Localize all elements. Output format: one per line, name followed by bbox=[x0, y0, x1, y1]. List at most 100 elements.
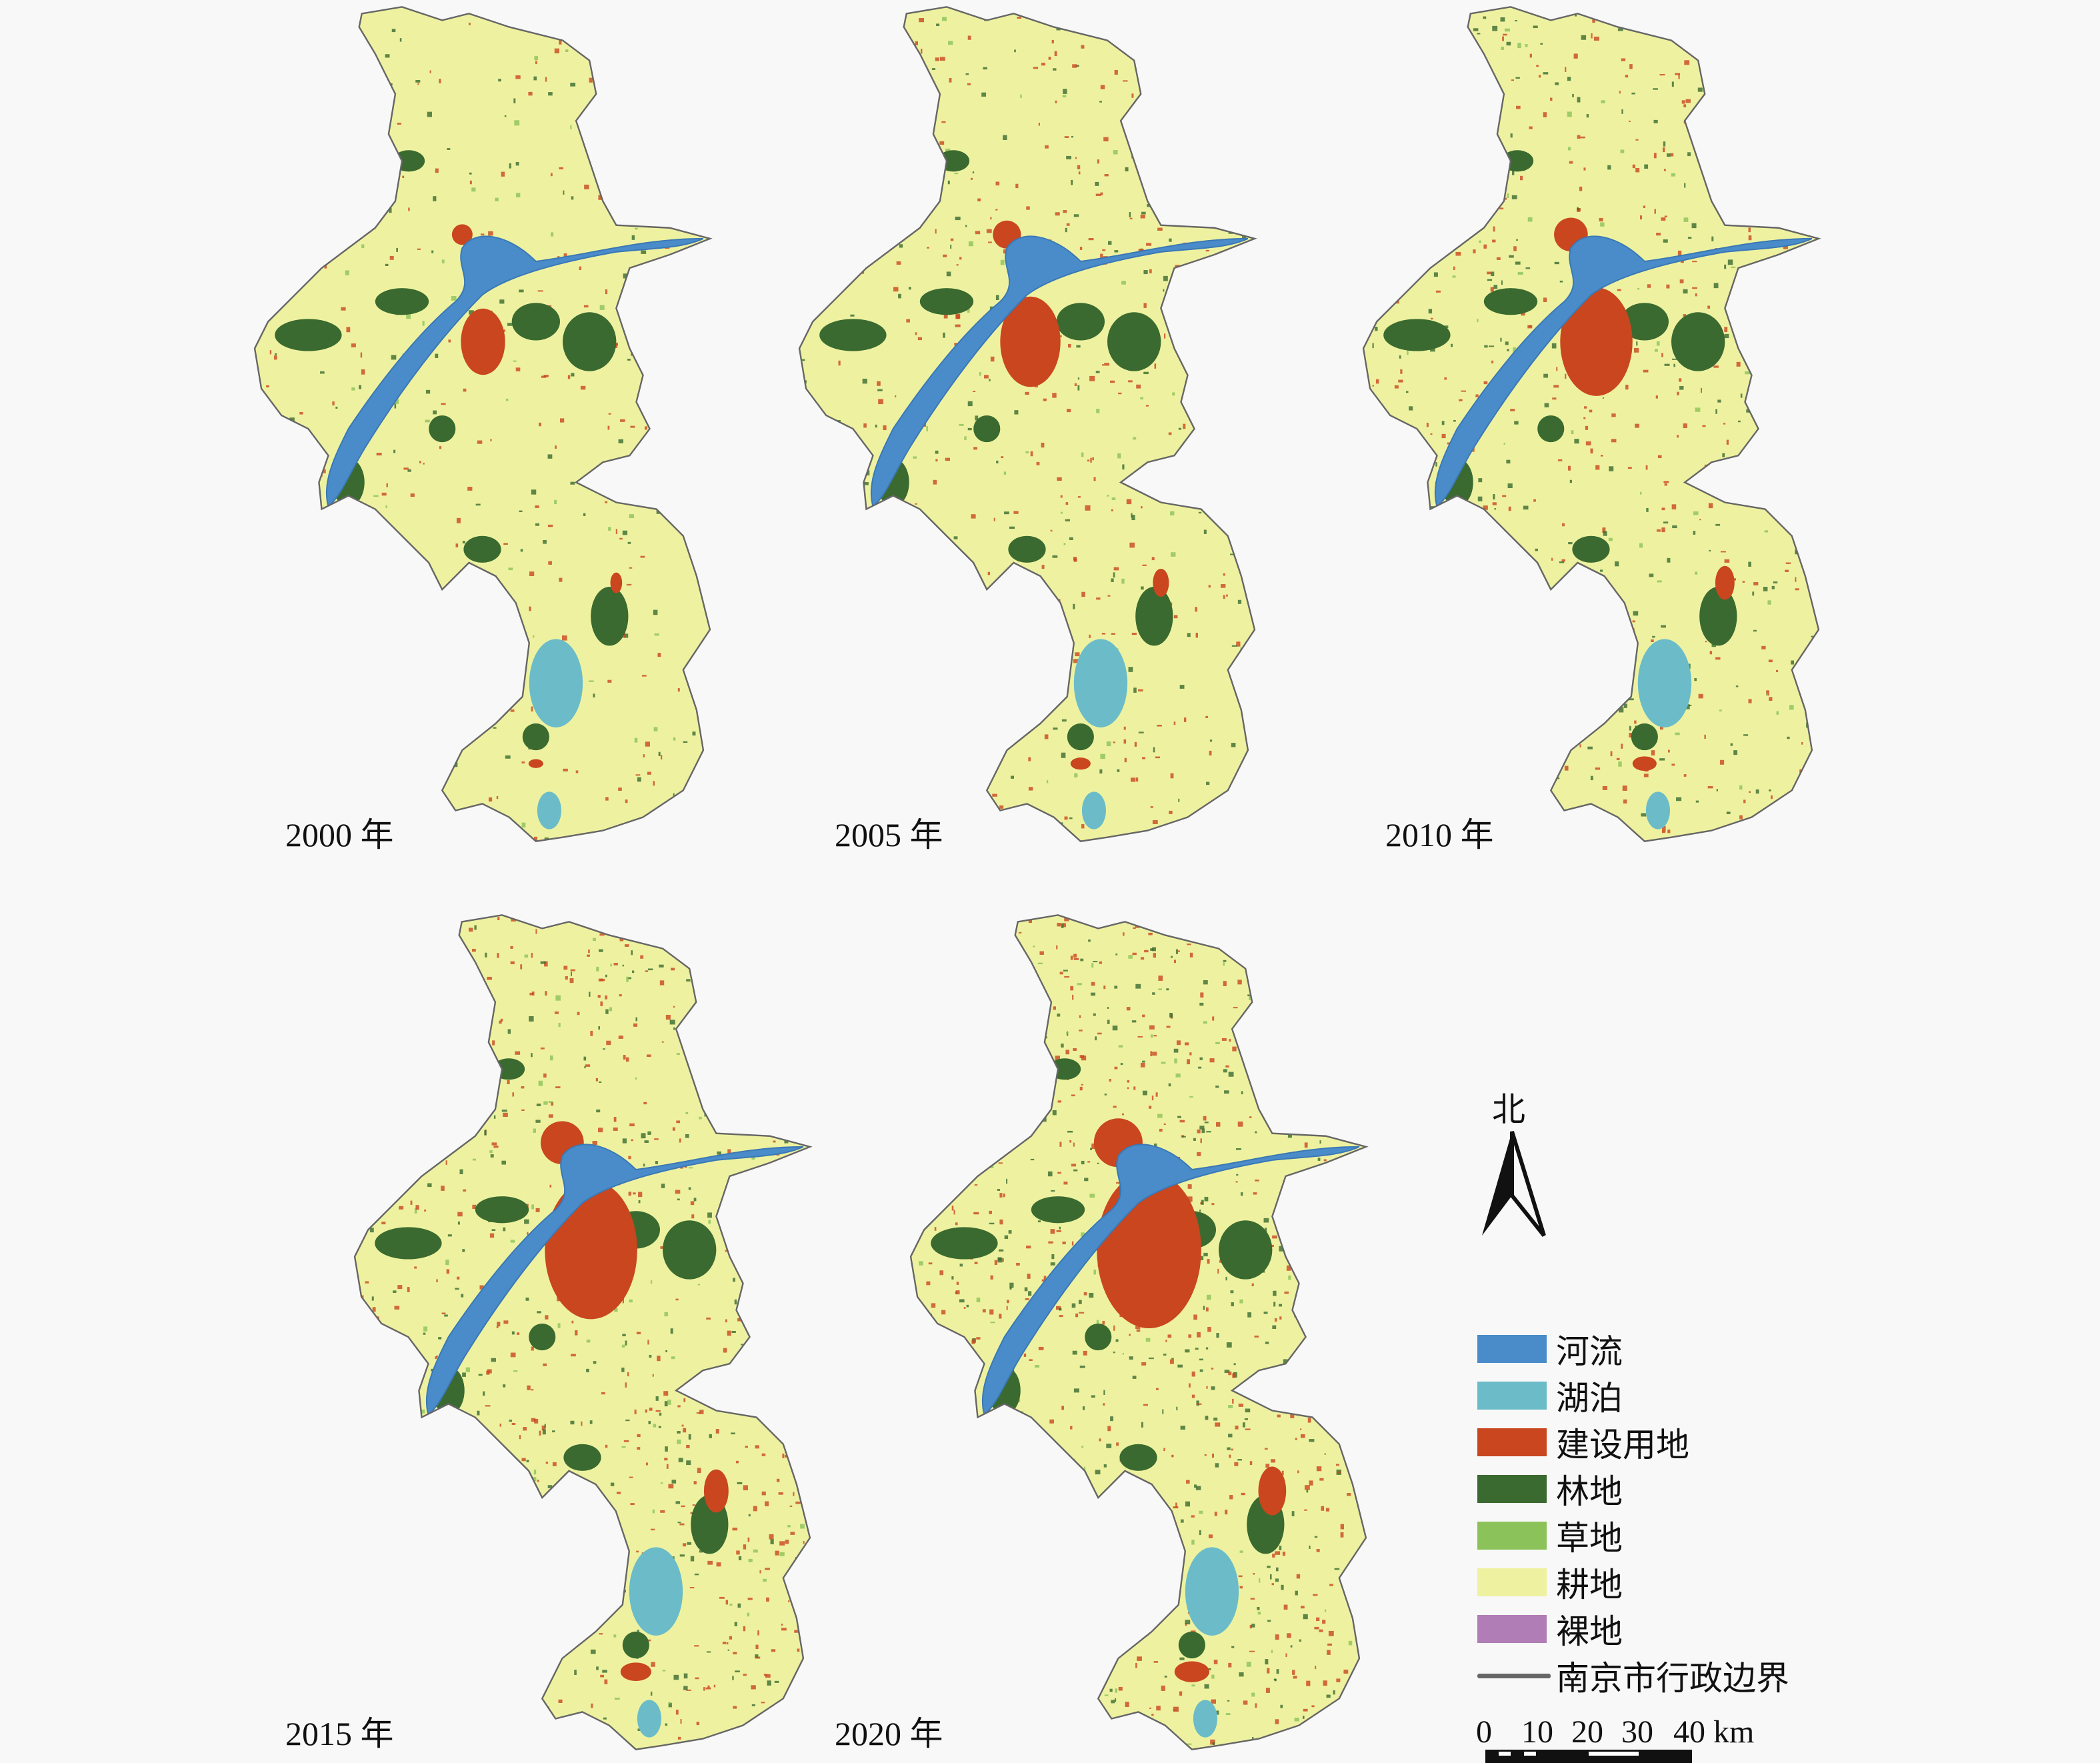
lake-small bbox=[1645, 791, 1671, 829]
scale-tick: 30 bbox=[1621, 1714, 1653, 1750]
built-up-south bbox=[703, 1469, 729, 1513]
lake bbox=[1073, 639, 1128, 727]
boundary-line-symbol bbox=[1477, 1673, 1551, 1678]
forest-patch bbox=[511, 303, 560, 341]
legend-swatch bbox=[1477, 1428, 1547, 1456]
forest-patch bbox=[463, 535, 501, 563]
administrative-boundary bbox=[353, 914, 813, 1750]
forest-patch bbox=[375, 288, 429, 315]
forest-patch bbox=[1085, 1323, 1112, 1351]
legend-item-forest: 林地 bbox=[1477, 1472, 1623, 1510]
legend-item-cropland: 耕地 bbox=[1477, 1566, 1623, 1604]
legend-label: 南京市行政边界 bbox=[1556, 1660, 1789, 1697]
lake bbox=[1185, 1547, 1239, 1636]
built-up-south2 bbox=[1174, 1661, 1209, 1682]
forest-patch bbox=[1483, 288, 1538, 315]
river bbox=[325, 235, 704, 508]
legend-label: 湖泊 bbox=[1556, 1380, 1623, 1417]
forest-patch bbox=[663, 1220, 717, 1280]
lake bbox=[529, 639, 583, 727]
lake-small bbox=[637, 1700, 662, 1738]
legend-swatch bbox=[1477, 1615, 1547, 1643]
built-up-north bbox=[451, 224, 473, 245]
forest-patch bbox=[1383, 319, 1451, 351]
legend-item-river: 河流 bbox=[1477, 1332, 1623, 1370]
legend-label: 河流 bbox=[1556, 1333, 1623, 1370]
legend-swatch bbox=[1477, 1522, 1547, 1550]
built-up-south2 bbox=[1632, 756, 1657, 771]
forest-patch bbox=[563, 312, 617, 371]
forest-patch bbox=[529, 1323, 556, 1351]
forest-patch bbox=[819, 319, 887, 351]
land-use-map-2015 bbox=[353, 914, 813, 1750]
built-up-core bbox=[1560, 287, 1633, 396]
year-label-2015: 2015 年 bbox=[285, 1715, 394, 1752]
legend-swatch bbox=[1477, 1568, 1547, 1596]
administrative-boundary bbox=[1362, 6, 1821, 842]
forest-patch bbox=[1572, 535, 1610, 563]
forest-patch bbox=[475, 1196, 529, 1224]
built-up-south bbox=[610, 572, 623, 593]
forest-patch bbox=[931, 1227, 998, 1260]
north-label: 北 bbox=[1492, 1091, 1525, 1128]
forest-patch bbox=[919, 288, 974, 315]
forest-patch bbox=[622, 1631, 649, 1659]
land-use-map-2000 bbox=[253, 6, 713, 842]
river bbox=[1434, 235, 1813, 508]
lake-small bbox=[537, 791, 562, 829]
forest-patch bbox=[1107, 312, 1161, 371]
scale-tick: 20 bbox=[1571, 1714, 1603, 1750]
legend-swatch bbox=[1477, 1475, 1547, 1503]
lake bbox=[1637, 639, 1692, 727]
land-use-map-2010 bbox=[1362, 6, 1821, 842]
forest-patch bbox=[1537, 415, 1565, 443]
legend-label: 建设用地 bbox=[1556, 1426, 1689, 1464]
legend-swatch bbox=[1477, 1382, 1547, 1410]
scale-tick: 10 bbox=[1521, 1714, 1553, 1750]
forest-patch bbox=[1135, 587, 1173, 646]
lake-small bbox=[1081, 791, 1107, 829]
forest-patch bbox=[1119, 1444, 1157, 1471]
forest-patch bbox=[591, 587, 629, 646]
forest-patch bbox=[1031, 1196, 1085, 1224]
built-up-south bbox=[1258, 1466, 1287, 1516]
administrative-boundary bbox=[798, 6, 1257, 842]
year-label-2005: 2005 年 bbox=[835, 816, 943, 853]
land-use-map-2005 bbox=[798, 6, 1257, 842]
river bbox=[981, 1144, 1360, 1416]
legend-item-grassland: 草地 bbox=[1477, 1519, 1623, 1557]
scale-tick: 0 bbox=[1476, 1714, 1492, 1750]
built-up-south2 bbox=[620, 1662, 651, 1682]
forest-patch bbox=[1620, 303, 1669, 341]
scale-tick: 40 km bbox=[1673, 1714, 1755, 1750]
legend-swatch bbox=[1477, 1335, 1547, 1363]
land-use-map-2020 bbox=[909, 914, 1369, 1750]
river bbox=[870, 235, 1249, 508]
forest-patch bbox=[375, 1227, 442, 1260]
built-up-core bbox=[461, 308, 505, 375]
river bbox=[425, 1144, 804, 1416]
forest-patch bbox=[1067, 723, 1094, 751]
forest-patch bbox=[973, 415, 1001, 443]
built-up-south bbox=[1153, 568, 1169, 597]
legend-item-built-up: 建设用地 bbox=[1477, 1426, 1689, 1464]
forest-patch bbox=[1671, 312, 1725, 371]
lake bbox=[629, 1547, 683, 1636]
legend-label: 林地 bbox=[1556, 1473, 1623, 1510]
built-up-core bbox=[1000, 296, 1061, 387]
built-up-south2 bbox=[528, 759, 543, 768]
forest-patch bbox=[1056, 303, 1105, 341]
legend-label: 耕地 bbox=[1556, 1566, 1623, 1604]
forest-patch bbox=[1008, 535, 1046, 563]
administrative-boundary bbox=[909, 914, 1369, 1750]
legend-item-lake: 湖泊 bbox=[1477, 1379, 1623, 1417]
legend-item-boundary: 南京市行政边界 bbox=[1477, 1659, 1789, 1697]
lake-small bbox=[1193, 1700, 1218, 1738]
forest-patch bbox=[429, 415, 456, 443]
forest-patch bbox=[522, 723, 549, 751]
forest-patch bbox=[1219, 1220, 1273, 1280]
administrative-boundary bbox=[253, 6, 713, 842]
forest-patch bbox=[1178, 1631, 1205, 1659]
built-up-south bbox=[1715, 565, 1735, 600]
